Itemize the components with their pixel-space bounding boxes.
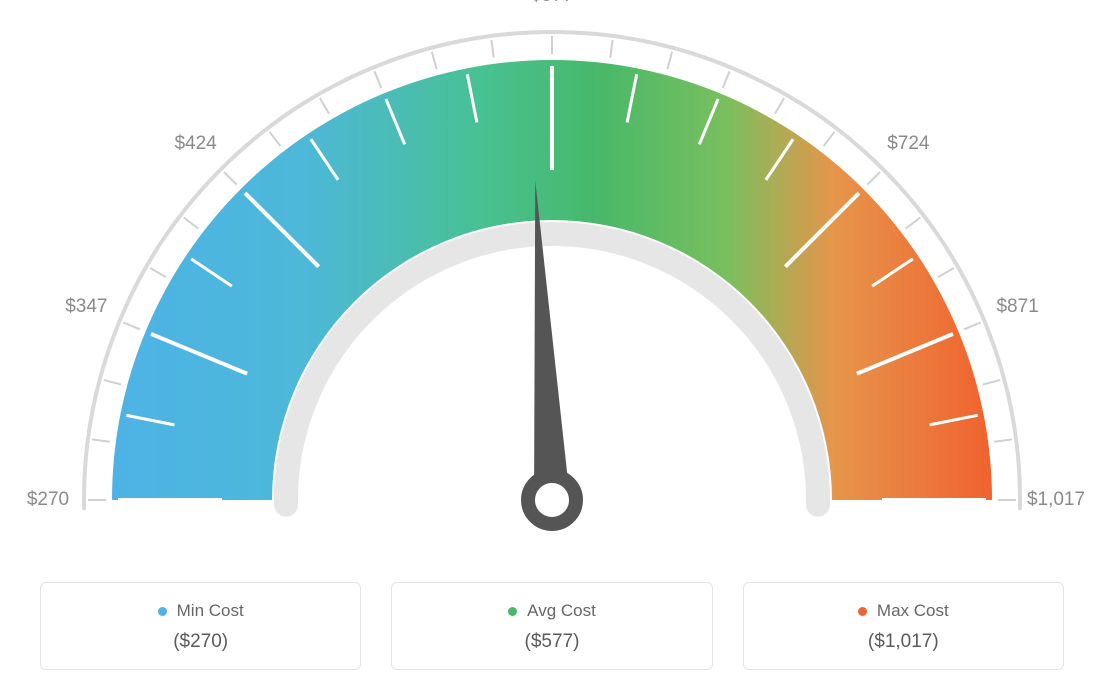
legend-max-text: Max Cost xyxy=(877,601,949,621)
dot-icon xyxy=(858,607,867,616)
dot-icon xyxy=(158,607,167,616)
legend-label-avg: Avg Cost xyxy=(508,601,596,621)
gauge-tick-label: $1,017 xyxy=(1027,489,1085,511)
legend-card-max: Max Cost ($1,017) xyxy=(743,582,1064,670)
dot-icon xyxy=(508,607,517,616)
gauge-tick-label: $347 xyxy=(65,296,107,318)
legend-avg-value: ($577) xyxy=(402,631,701,653)
legend-avg-text: Avg Cost xyxy=(527,601,596,621)
legend-min-value: ($270) xyxy=(51,631,350,653)
legend-card-min: Min Cost ($270) xyxy=(40,582,361,670)
gauge-area: $270 $347 $424 $577 $724 $871 $1,017 xyxy=(0,0,1104,560)
cost-gauge-chart: $270 $347 $424 $577 $724 $871 $1,017 Min Cost … xyxy=(0,0,1104,690)
legend-row: Min Cost ($270) Avg Cost ($577) Max Cost… xyxy=(0,582,1104,670)
gauge-tick-label: $871 xyxy=(996,296,1038,318)
legend-card-avg: Avg Cost ($577) xyxy=(391,582,712,670)
legend-label-max: Max Cost xyxy=(858,601,949,621)
gauge-tick-label: $724 xyxy=(887,133,929,155)
gauge-tick-label: $577 xyxy=(531,0,573,7)
gauge-svg xyxy=(0,0,1104,560)
legend-label-min: Min Cost xyxy=(158,601,244,621)
legend-min-text: Min Cost xyxy=(177,601,244,621)
gauge-tick-label: $270 xyxy=(27,489,69,511)
legend-max-value: ($1,017) xyxy=(754,631,1053,653)
gauge-tick-label: $424 xyxy=(174,133,216,155)
